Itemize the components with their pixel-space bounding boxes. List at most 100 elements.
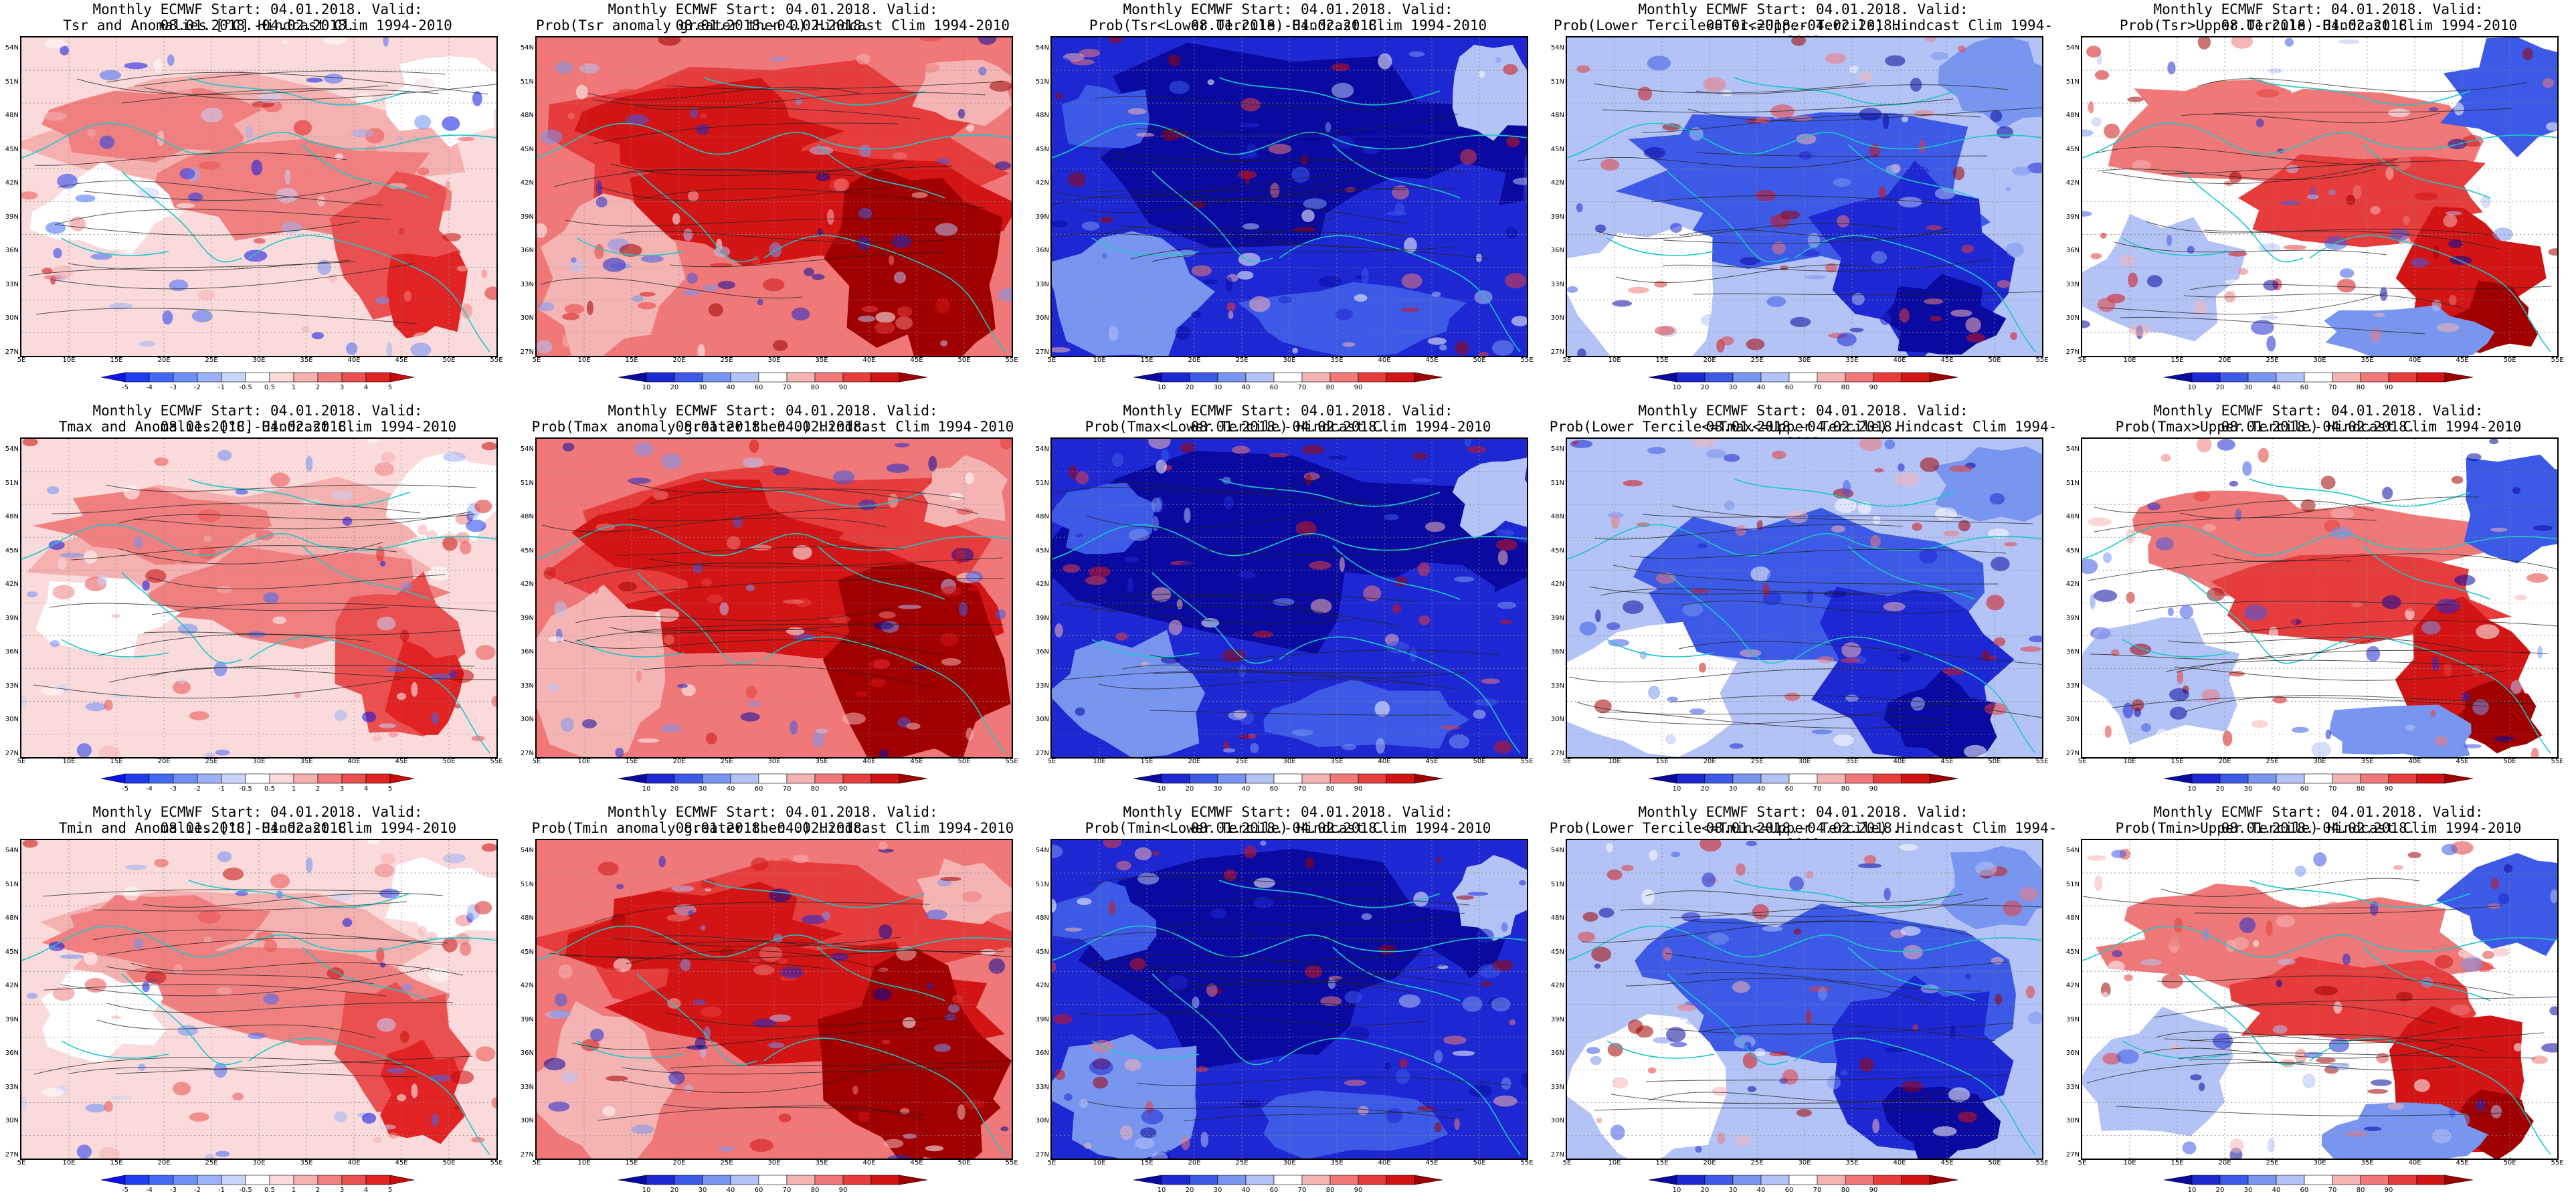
field-region bbox=[2238, 154, 2486, 247]
field-speckle bbox=[925, 909, 947, 920]
lat-tick-label: 33N bbox=[1550, 1083, 1564, 1091]
field-speckle bbox=[871, 927, 880, 943]
coastline bbox=[121, 973, 243, 1066]
colorbar-tick-label: 90 bbox=[1354, 384, 1363, 391]
field-speckle bbox=[2251, 320, 2274, 335]
field-speckle bbox=[2427, 848, 2446, 863]
field-speckle bbox=[1134, 847, 1152, 861]
panel-title-line1: Monthly ECMWF Start: 04.01.2018. Valid: … bbox=[1123, 403, 1453, 435]
colorbar-swatch bbox=[674, 372, 703, 383]
lat-tick-label: 42N bbox=[1035, 179, 1049, 187]
lat-tick-label: 33N bbox=[2065, 682, 2080, 690]
field-speckle bbox=[1806, 1009, 1812, 1025]
colorbar-tick-label: 80 bbox=[810, 785, 820, 793]
field-speckle bbox=[683, 228, 693, 241]
field-speckle bbox=[1647, 1067, 1657, 1074]
field-speckle bbox=[747, 701, 760, 707]
lat-tick-label: 45N bbox=[2065, 145, 2080, 153]
lat-tick-label: 45N bbox=[1550, 145, 1564, 153]
colorbar-swatch bbox=[341, 1175, 367, 1185]
colorbar-tick-label: 60 bbox=[754, 384, 763, 391]
field-speckle bbox=[1129, 957, 1146, 971]
field-speckle bbox=[1766, 573, 1773, 587]
lon-tick-label: 50E bbox=[957, 357, 971, 364]
colorbar-swatch bbox=[2247, 372, 2277, 383]
colorbar-tick-label: 2 bbox=[315, 384, 320, 391]
contour-isoline bbox=[2185, 695, 2531, 712]
contour-isoline bbox=[1054, 172, 1358, 199]
field-speckle bbox=[457, 136, 474, 142]
colorbar-swatch bbox=[1189, 1175, 1218, 1185]
map-panel-tmin-prob-middle: Monthly ECMWF Start: 04.01.2018. Valid: … bbox=[1546, 803, 2061, 1204]
lon-tick-label: 10E bbox=[62, 1159, 76, 1167]
field-speckle bbox=[2276, 979, 2283, 988]
contour-isoline bbox=[115, 1056, 473, 1074]
coastline bbox=[2309, 636, 2551, 754]
field-speckle bbox=[1212, 670, 1228, 683]
field-speckle bbox=[99, 135, 115, 149]
field-region bbox=[1452, 855, 1527, 941]
contour-isoline bbox=[610, 627, 882, 647]
field-speckle bbox=[2231, 37, 2253, 49]
field-speckle bbox=[2244, 605, 2268, 621]
lat-tick-label: 48N bbox=[1550, 112, 1564, 119]
colorbar-arrow-high bbox=[2444, 372, 2473, 383]
field-speckle bbox=[1576, 203, 1583, 213]
field-speckle bbox=[2436, 322, 2460, 332]
lat-tick-label: 33N bbox=[1035, 280, 1049, 288]
lat-tick-label: 51N bbox=[2065, 880, 2080, 888]
field-speckle bbox=[481, 843, 496, 852]
field-speckle bbox=[2430, 710, 2436, 718]
field-speckle bbox=[134, 536, 143, 548]
colorbar-tick-label: 40 bbox=[1241, 384, 1251, 391]
field-speckle bbox=[428, 566, 450, 581]
colorbar-tick-label: 20 bbox=[1700, 1187, 1710, 1194]
contour-isoline bbox=[1102, 481, 1371, 502]
map-frame bbox=[1566, 839, 2043, 1160]
lat-tick-label: 33N bbox=[1550, 682, 1564, 690]
coastline bbox=[636, 973, 758, 1066]
coastline bbox=[2122, 1040, 2230, 1059]
field-speckle bbox=[213, 1062, 227, 1078]
lat-tick-label: 54N bbox=[5, 847, 19, 854]
field-speckle bbox=[1902, 944, 1923, 960]
colorbar-swatch bbox=[1217, 372, 1247, 383]
field-speckle bbox=[2314, 985, 2338, 996]
field-speckle bbox=[110, 1095, 132, 1100]
contour-isoline bbox=[1151, 246, 1456, 262]
field-speckle bbox=[1151, 1152, 1168, 1159]
lon-tick-label: 50E bbox=[2503, 357, 2516, 364]
lat-tick-label: 39N bbox=[520, 1015, 534, 1023]
field-speckle bbox=[658, 856, 666, 868]
field-speckle bbox=[1108, 326, 1119, 341]
field-speckle bbox=[2194, 300, 2207, 316]
field-speckle bbox=[1623, 600, 1644, 614]
field-speckle bbox=[323, 37, 347, 45]
coastline bbox=[1332, 946, 1461, 1001]
contour-isoline bbox=[1098, 679, 1459, 690]
lon-tick-label: 35E bbox=[2361, 357, 2374, 364]
field-speckle bbox=[1375, 43, 1384, 49]
field-speckle bbox=[491, 696, 496, 707]
field-speckle bbox=[1649, 849, 1658, 861]
coastline bbox=[1606, 1040, 1715, 1059]
field-speckle bbox=[410, 342, 432, 356]
field-speckle bbox=[1226, 302, 1236, 312]
lat-tick-label: 27N bbox=[1550, 749, 1564, 757]
field-speckle bbox=[1732, 981, 1750, 993]
field-speckle bbox=[361, 1112, 377, 1124]
colorbar-swatch bbox=[1329, 1175, 1359, 1185]
contour-isoline bbox=[2082, 896, 2375, 908]
field-speckle bbox=[759, 946, 783, 962]
colorbar-swatch bbox=[2191, 773, 2221, 784]
contour-isoline bbox=[1075, 1002, 1368, 1016]
contour-isoline bbox=[1594, 524, 1904, 540]
field-speckle bbox=[1302, 445, 1325, 455]
field-speckle bbox=[1692, 439, 1716, 447]
field-speckle bbox=[1417, 1106, 1436, 1111]
field-speckle bbox=[1576, 65, 1590, 73]
colorbar-swatch bbox=[786, 1175, 816, 1185]
lat-tick-label: 45N bbox=[520, 948, 534, 956]
lat-tick-label: 48N bbox=[1035, 513, 1049, 520]
field-speckle bbox=[1481, 678, 1500, 684]
